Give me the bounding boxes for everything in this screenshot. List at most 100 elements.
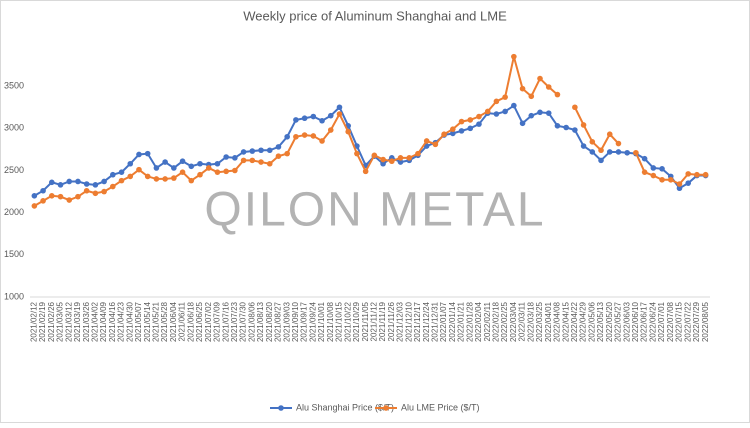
point (476, 113, 482, 120)
point (467, 125, 474, 132)
point (380, 160, 386, 167)
x-tick-label: 2022/02/18 (492, 301, 501, 342)
point (615, 149, 622, 155)
point (615, 140, 622, 147)
x-tick-label: 2022/04/01 (544, 301, 553, 342)
point (354, 150, 360, 157)
x-tick-label: 2022/07/15 (675, 301, 684, 342)
point (153, 165, 160, 171)
point (266, 147, 273, 154)
point (537, 75, 543, 82)
point (171, 175, 177, 181)
point (327, 112, 334, 119)
point (101, 178, 107, 185)
point (380, 156, 386, 163)
point (266, 160, 273, 167)
point (110, 183, 116, 190)
point (580, 143, 587, 149)
x-tick-label: 2021/10/29 (352, 301, 361, 342)
x-tick-label: 2021/04/16 (108, 301, 117, 342)
x-tick-label: 2021/10/22 (343, 301, 352, 342)
point (136, 151, 142, 158)
point (572, 127, 578, 133)
point (258, 147, 264, 154)
x-tick-label: 2022/01/14 (448, 301, 457, 342)
x-tick-label: 2021/11/05 (361, 301, 370, 341)
point (650, 165, 657, 171)
x-tick-label: 2021/06/11 (178, 301, 187, 341)
x-tick-label: 2022/04/29 (579, 301, 588, 342)
point (589, 149, 596, 155)
point (450, 130, 456, 137)
point (75, 178, 81, 185)
point (40, 187, 46, 194)
legend-label: Alu LME Price ($/T) (401, 402, 480, 412)
point (519, 85, 526, 92)
x-tick-label: 2021/11/19 (378, 301, 387, 341)
point (476, 121, 482, 127)
x-tick-label: 2021/02/12 (29, 301, 38, 342)
point (188, 163, 195, 170)
point (83, 187, 90, 194)
x-tick-label: 2021/10/08 (326, 301, 335, 342)
x-tick-label: 2022/02/04 (474, 301, 483, 342)
point (293, 133, 299, 140)
x-tick-label: 2021/10/15 (335, 301, 344, 342)
point (31, 193, 38, 199)
x-tick-label: 2021/05/14 (143, 301, 152, 342)
point (406, 155, 413, 161)
point (223, 168, 229, 175)
x-tick-label: 2021/12/24 (422, 301, 431, 342)
x-tick-label: 2022/02/11 (483, 301, 492, 341)
point (458, 128, 465, 134)
point (92, 182, 99, 188)
x-tick-label: 2021/04/30 (125, 301, 134, 342)
point (118, 169, 125, 175)
x-tick-label: 2021/03/12 (64, 301, 73, 342)
x-tick-label: 2022/03/25 (535, 301, 544, 342)
point (458, 118, 465, 125)
point (310, 113, 317, 120)
point (467, 117, 474, 123)
point (345, 128, 352, 135)
point (545, 110, 552, 116)
point (685, 171, 692, 177)
y-tick-label: 2500 (4, 165, 24, 175)
point (702, 171, 709, 178)
x-tick-label: 2021/10/01 (317, 301, 326, 342)
x-tick-label: 2021/05/28 (160, 301, 169, 342)
point (57, 182, 64, 188)
point (606, 131, 613, 138)
point (205, 165, 212, 171)
point (528, 93, 535, 100)
point (136, 166, 142, 173)
point (580, 122, 587, 128)
point (641, 169, 648, 175)
point (441, 131, 447, 138)
x-tick-label: 2022/07/08 (666, 301, 675, 342)
point (371, 152, 378, 159)
x-tick-label: 2022/07/22 (683, 301, 692, 342)
point (528, 112, 535, 119)
point (450, 126, 456, 132)
x-tick-label: 2021/07/30 (239, 301, 248, 342)
x-tick-label: 2021/06/25 (195, 301, 204, 342)
x-tick-label: 2022/05/27 (614, 301, 623, 342)
point (511, 102, 517, 109)
point (432, 141, 439, 148)
point (301, 132, 308, 138)
x-tick-label: 2021/07/02 (204, 301, 213, 342)
x-tick-label: 2021/05/07 (134, 301, 143, 342)
point (232, 155, 238, 161)
point (258, 159, 264, 165)
point (31, 203, 38, 209)
x-tick-label: 2021/09/03 (282, 301, 291, 342)
point (284, 133, 290, 140)
point (275, 153, 282, 159)
point (275, 144, 282, 150)
point (162, 159, 168, 165)
point (563, 124, 569, 131)
point (40, 198, 46, 204)
